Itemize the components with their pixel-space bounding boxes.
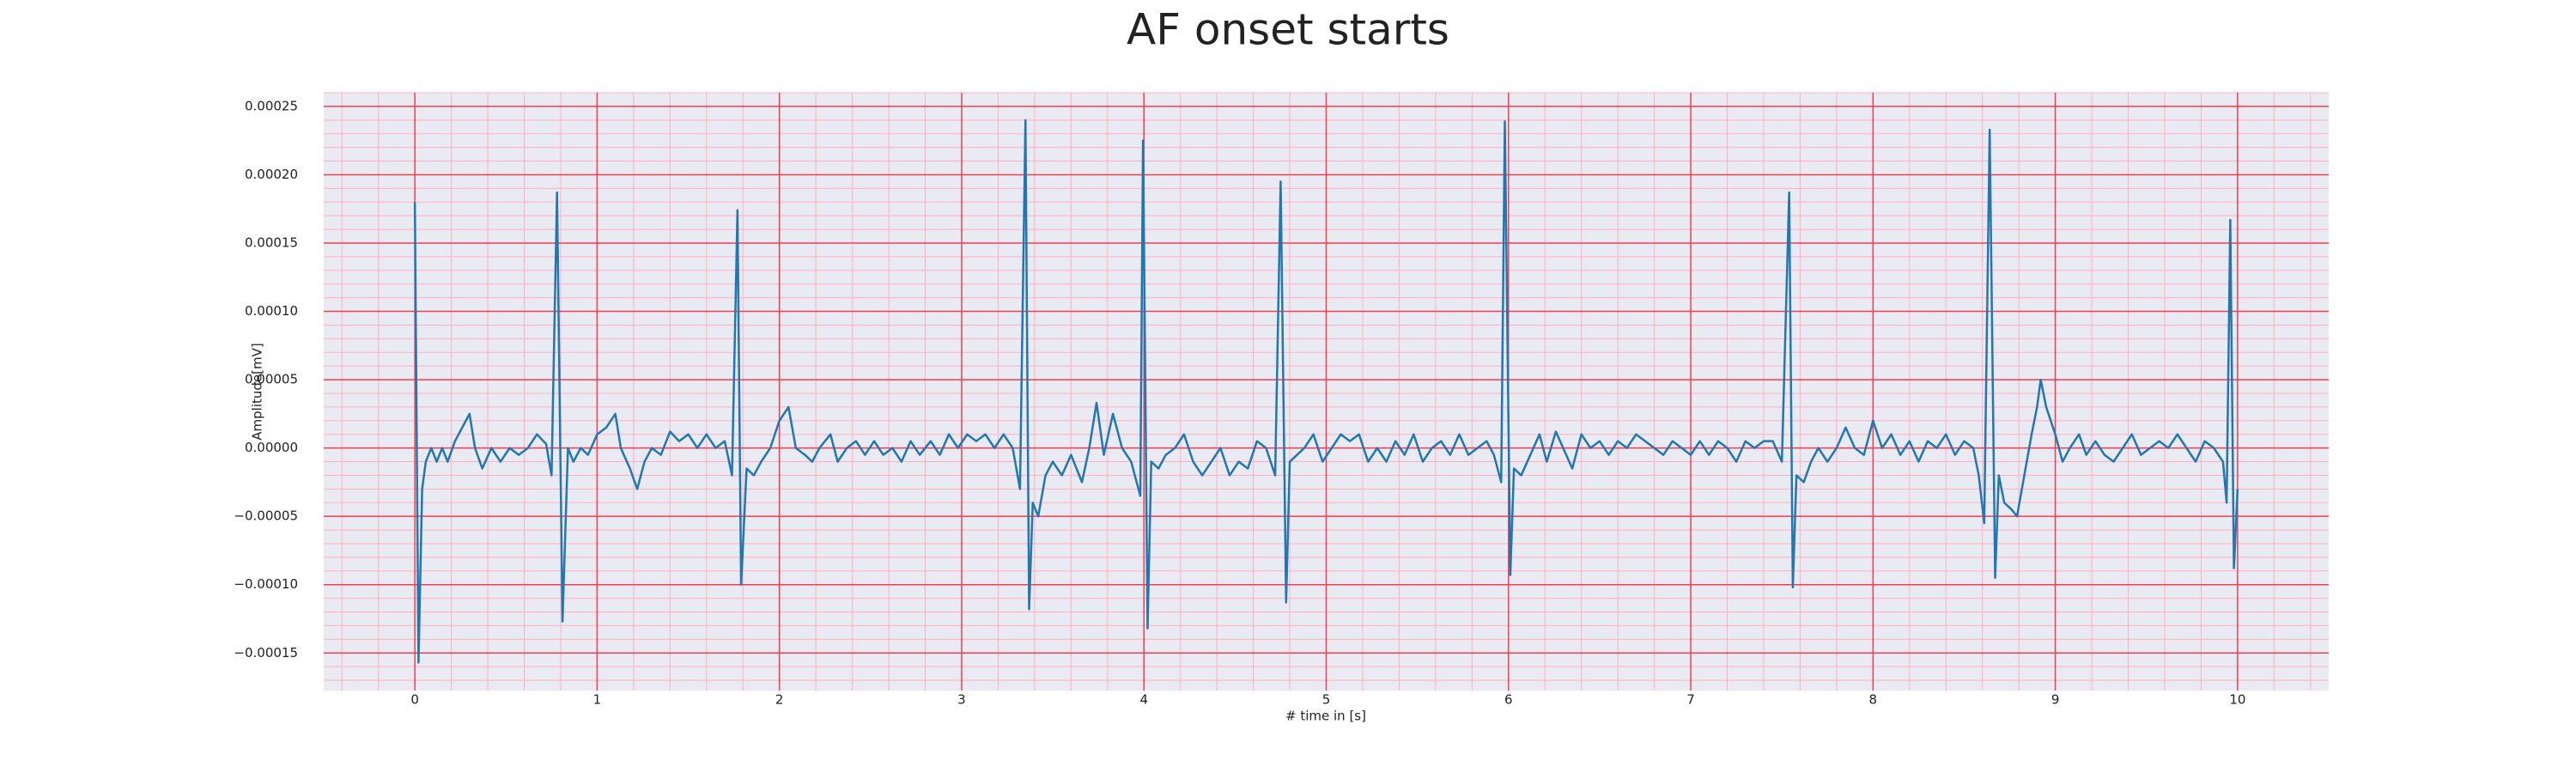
y-tick-label: 0.00015 [245,234,298,250]
y-tick-label: 0.00010 [245,303,298,319]
x-tick-label: 1 [593,692,602,708]
x-tick-label: 10 [2229,692,2245,708]
y-tick-label: 0.00020 [245,167,298,182]
y-tick-label: 0.00025 [245,98,298,113]
y-axis-label: Amplitude[mV] [250,343,265,440]
x-tick-label: 4 [1139,692,1148,708]
x-tick-label: 3 [957,692,966,708]
y-tick-label: −0.00010 [234,576,298,592]
x-tick-label: 2 [775,692,784,708]
x-axis-label: # time in [s] [1285,709,1366,724]
signal-line [413,119,2239,664]
x-tick-label: 6 [1504,692,1513,708]
x-tick-label: 7 [1686,692,1695,708]
x-tick-label: 5 [1322,692,1331,708]
x-tick-label: 8 [1869,692,1878,708]
y-tick-label: 0.00000 [245,440,298,455]
x-tick-label: 9 [2051,692,2060,708]
y-tick-label: 0.00005 [245,372,298,387]
chart-title: AF onset starts [1127,5,1449,55]
x-tick-label: 0 [410,692,419,708]
y-tick-label: −0.00005 [234,508,298,524]
marks [413,119,2239,664]
grid [324,92,2329,691]
y-tick-label: −0.00015 [234,645,298,660]
